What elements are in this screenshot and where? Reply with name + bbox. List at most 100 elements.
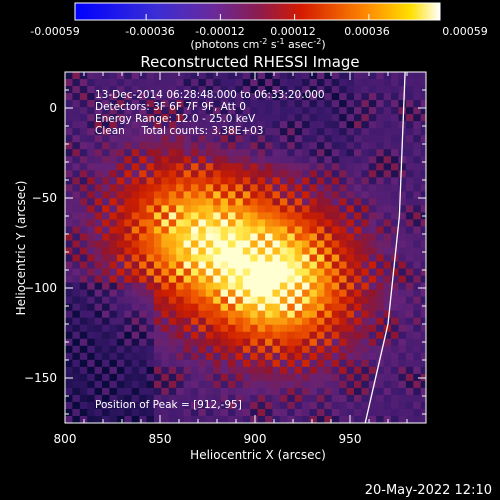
heatmap-cell — [153, 345, 162, 354]
heatmap-cell — [190, 79, 199, 87]
heatmap-cell — [198, 128, 207, 136]
heatmap-cell — [183, 184, 192, 192]
heatmap-cell — [287, 366, 296, 375]
heatmap-cell — [302, 135, 311, 143]
heatmap-cell — [116, 338, 125, 347]
heatmap-cell — [316, 296, 325, 305]
colorbar-tick-label: -0.00012 — [195, 25, 244, 38]
heatmap-cell — [383, 310, 392, 319]
heatmap-cell — [316, 121, 325, 129]
heatmap-cell — [183, 254, 192, 263]
heatmap-cell — [131, 296, 140, 305]
heatmap-cell — [116, 170, 125, 178]
heatmap-cell — [116, 198, 125, 206]
heatmap-cell — [124, 114, 133, 122]
heatmap-cell — [213, 310, 222, 319]
heatmap-cell — [368, 79, 377, 87]
heatmap-cell — [391, 86, 400, 94]
heatmap-cell — [302, 373, 311, 382]
heatmap-cell — [146, 352, 155, 361]
heatmap-cell — [213, 149, 222, 157]
heatmap-cell — [353, 296, 362, 305]
heatmap-cell — [324, 212, 333, 221]
heatmap-cell — [376, 114, 385, 122]
heatmap-cell — [242, 408, 251, 417]
heatmap-cell — [279, 149, 288, 157]
heatmap-cell — [294, 366, 303, 375]
heatmap-cell — [183, 317, 192, 326]
heatmap-cell — [376, 233, 385, 242]
heatmap-cell — [294, 226, 303, 235]
heatmap-cell — [250, 107, 259, 115]
heatmap-cell — [124, 135, 133, 143]
heatmap-cell — [146, 359, 155, 368]
heatmap-cell — [190, 163, 199, 171]
heatmap-cell — [391, 121, 400, 129]
heatmap-cell — [265, 142, 274, 150]
heatmap-cell — [302, 247, 311, 256]
heatmap-cell — [272, 366, 281, 375]
heatmap-cell — [346, 114, 355, 122]
heatmap-cell — [250, 289, 259, 298]
heatmap-cell — [205, 93, 214, 101]
heatmap-cell — [309, 268, 318, 277]
heatmap-cell — [183, 324, 192, 333]
heatmap-cell — [413, 359, 422, 368]
heatmap-cell — [94, 324, 103, 333]
heatmap-cell — [87, 275, 96, 284]
heatmap-cell — [235, 240, 244, 249]
heatmap-cell — [398, 114, 407, 122]
heatmap-cell — [376, 79, 385, 87]
heatmap-cell — [368, 205, 377, 213]
heatmap-cell — [272, 359, 281, 368]
heatmap-cell — [116, 156, 125, 164]
heatmap-cell — [302, 79, 311, 87]
heatmap-cell — [361, 219, 370, 228]
heatmap-cell — [242, 93, 251, 101]
heatmap-cell — [250, 72, 259, 80]
heatmap-cell — [72, 261, 81, 270]
heatmap-cell — [79, 303, 88, 312]
heatmap-cell — [153, 240, 162, 249]
heatmap-cell — [279, 345, 288, 354]
heatmap-cell — [309, 142, 318, 150]
heatmap-cell — [102, 345, 111, 354]
heatmap-cell — [228, 359, 237, 368]
heatmap-cell — [353, 275, 362, 284]
heatmap-cell — [287, 212, 296, 221]
heatmap-cell — [72, 114, 81, 122]
heatmap-cell — [376, 324, 385, 333]
heatmap-cell — [190, 289, 199, 298]
heatmap-cell — [242, 289, 251, 298]
heatmap-cell — [302, 219, 311, 228]
heatmap-cell — [242, 100, 251, 108]
heatmap-cell — [272, 100, 281, 108]
heatmap-cell — [168, 72, 177, 80]
heatmap-cell — [287, 79, 296, 87]
heatmap-cell — [413, 219, 422, 228]
heatmap-cell — [368, 317, 377, 326]
heatmap-cell — [213, 114, 222, 122]
heatmap-cell — [265, 338, 274, 347]
heatmap-cell — [324, 135, 333, 143]
heatmap-cell — [168, 324, 177, 333]
heatmap-cell — [287, 303, 296, 312]
heatmap-cell — [294, 317, 303, 326]
heatmap-cell — [242, 359, 251, 368]
heatmap-cell — [376, 177, 385, 185]
heatmap-cell — [124, 247, 133, 256]
heatmap-cell — [161, 373, 170, 382]
heatmap-cell — [316, 408, 325, 417]
heatmap-cell — [109, 338, 118, 347]
heatmap-cell — [94, 268, 103, 277]
heatmap-cell — [220, 135, 229, 143]
heatmap-cell — [205, 387, 214, 396]
heatmap-cell — [124, 163, 133, 171]
heatmap-cell — [353, 380, 362, 389]
heatmap-cell — [279, 135, 288, 143]
heatmap-cell — [124, 177, 133, 185]
heatmap-cell — [272, 275, 281, 284]
heatmap-cell — [198, 380, 207, 389]
heatmap-cell — [368, 289, 377, 298]
heatmap-cell — [72, 303, 81, 312]
